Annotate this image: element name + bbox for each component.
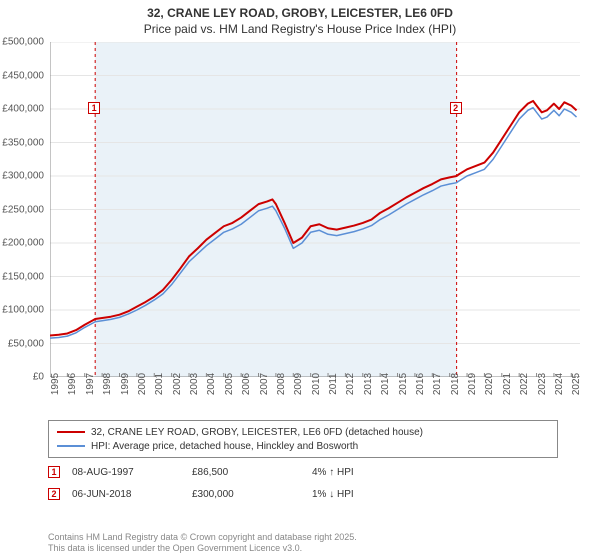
x-tick-label: 2019 [467, 373, 478, 395]
y-axis-labels: £0£50,000£100,000£150,000£200,000£250,00… [0, 42, 48, 377]
legend-label: 32, CRANE LEY ROAD, GROBY, LEICESTER, LE… [91, 427, 423, 438]
y-tick-label: £400,000 [2, 104, 44, 115]
title-address: 32, CRANE LEY ROAD, GROBY, LEICESTER, LE… [10, 6, 590, 22]
x-tick-label: 2009 [293, 373, 304, 395]
chart-marker-1: 1 [88, 102, 100, 114]
y-tick-label: £450,000 [2, 70, 44, 81]
sale-hpi-1: 4% ↑ HPI [312, 467, 354, 478]
legend-label: HPI: Average price, detached house, Hinc… [91, 441, 358, 452]
x-tick-label: 1999 [120, 373, 131, 395]
y-tick-label: £500,000 [2, 37, 44, 48]
attribution: Contains HM Land Registry data © Crown c… [48, 532, 558, 554]
x-tick-label: 2010 [311, 373, 322, 395]
sale-row-1: 1 08-AUG-1997 £86,500 4% ↑ HPI [48, 466, 558, 478]
x-tick-label: 2004 [206, 373, 217, 395]
sale-row-2: 2 06-JUN-2018 £300,000 1% ↓ HPI [48, 488, 558, 500]
legend-swatch [57, 431, 85, 433]
x-tick-label: 2013 [363, 373, 374, 395]
title-subtitle: Price paid vs. HM Land Registry's House … [10, 22, 590, 38]
y-tick-label: £100,000 [2, 305, 44, 316]
chart-title: 32, CRANE LEY ROAD, GROBY, LEICESTER, LE… [0, 0, 600, 41]
legend-row: HPI: Average price, detached house, Hinc… [57, 439, 549, 453]
x-tick-label: 2021 [502, 373, 513, 395]
plot-area: 12 [50, 42, 580, 377]
sale-marker-1: 1 [48, 466, 60, 478]
y-tick-label: £0 [33, 372, 44, 383]
x-axis-labels: 1995199619971998199920002001200220032004… [50, 380, 580, 420]
x-tick-label: 1996 [67, 373, 78, 395]
sale-price-1: £86,500 [192, 467, 312, 478]
x-tick-label: 2003 [189, 373, 200, 395]
x-tick-label: 2001 [154, 373, 165, 395]
x-tick-label: 2024 [554, 373, 565, 395]
sale-hpi-2: 1% ↓ HPI [312, 489, 354, 500]
y-tick-label: £250,000 [2, 204, 44, 215]
x-tick-label: 2023 [537, 373, 548, 395]
x-tick-label: 2002 [172, 373, 183, 395]
x-tick-label: 2012 [345, 373, 356, 395]
chart-svg [50, 42, 580, 377]
y-tick-label: £50,000 [8, 338, 44, 349]
x-tick-label: 2016 [415, 373, 426, 395]
x-tick-label: 1997 [85, 373, 96, 395]
chart-container: 32, CRANE LEY ROAD, GROBY, LEICESTER, LE… [0, 0, 600, 560]
x-tick-label: 2014 [380, 373, 391, 395]
sale-date-1: 08-AUG-1997 [72, 467, 192, 478]
x-tick-label: 2006 [241, 373, 252, 395]
x-tick-label: 2025 [571, 373, 582, 395]
y-tick-label: £350,000 [2, 137, 44, 148]
legend-swatch [57, 445, 85, 447]
x-tick-label: 1998 [102, 373, 113, 395]
legend-row: 32, CRANE LEY ROAD, GROBY, LEICESTER, LE… [57, 425, 549, 439]
y-tick-label: £300,000 [2, 171, 44, 182]
attribution-line1: Contains HM Land Registry data © Crown c… [48, 532, 558, 543]
legend: 32, CRANE LEY ROAD, GROBY, LEICESTER, LE… [48, 420, 558, 458]
attribution-line2: This data is licensed under the Open Gov… [48, 543, 558, 554]
sale-date-2: 06-JUN-2018 [72, 489, 192, 500]
sale-marker-2: 2 [48, 488, 60, 500]
x-tick-label: 2000 [137, 373, 148, 395]
x-tick-label: 1995 [50, 373, 61, 395]
sale-price-2: £300,000 [192, 489, 312, 500]
x-tick-label: 2017 [432, 373, 443, 395]
y-tick-label: £200,000 [2, 238, 44, 249]
y-tick-label: £150,000 [2, 271, 44, 282]
x-tick-label: 2015 [398, 373, 409, 395]
x-tick-label: 2007 [259, 373, 270, 395]
x-tick-label: 2011 [328, 373, 339, 395]
chart-marker-2: 2 [450, 102, 462, 114]
x-tick-label: 2005 [224, 373, 235, 395]
x-tick-label: 2018 [450, 373, 461, 395]
x-tick-label: 2020 [484, 373, 495, 395]
x-tick-label: 2022 [519, 373, 530, 395]
x-tick-label: 2008 [276, 373, 287, 395]
